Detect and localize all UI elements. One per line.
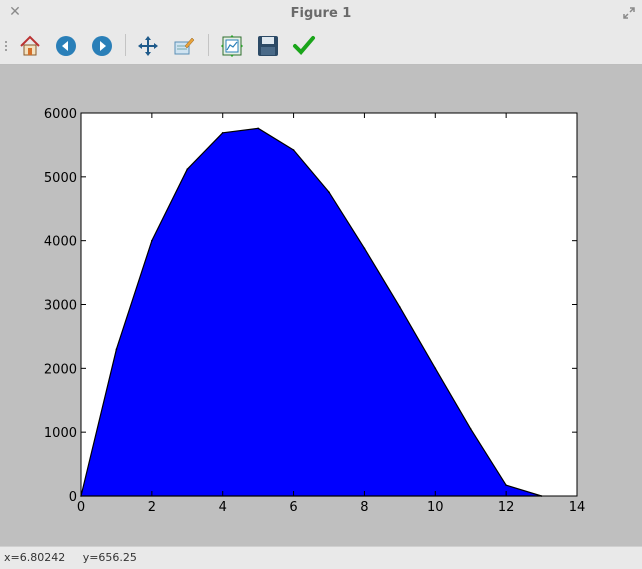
x-tick-label: 4	[219, 500, 227, 515]
area-point	[292, 149, 295, 151]
area-point	[221, 131, 224, 134]
configure-subplots-icon	[221, 35, 243, 57]
toolbar-grip-icon[interactable]	[4, 39, 8, 53]
save-icon	[258, 36, 278, 56]
save-button[interactable]	[254, 32, 282, 60]
area-chart[interactable]: 0 2 4 6 8 10 12 14 0 1000 2000 3000 4000 5000 6000	[0, 65, 642, 546]
y-tick-label: 5000	[44, 171, 77, 186]
back-button[interactable]	[52, 32, 80, 60]
area-point	[363, 247, 366, 250]
checkmark-icon	[293, 36, 315, 55]
figure-canvas[interactable]: 0 2 4 6 8 10 12 14 0 1000 2000 3000 4000 5000 6000	[0, 65, 642, 546]
y-tick-label: 1000	[44, 426, 77, 441]
zoom-icon	[174, 37, 195, 55]
zoom-button[interactable]	[170, 32, 198, 60]
maximize-icon[interactable]	[622, 5, 636, 19]
navigation-toolbar	[0, 28, 642, 65]
window-titlebar: ✕ Figure 1	[0, 0, 642, 29]
y-tick-label: 4000	[44, 235, 77, 250]
forward-arrow-icon	[92, 36, 112, 56]
status-bar: x=6.80242 y=656.25	[0, 546, 642, 569]
area-point	[399, 306, 401, 308]
x-tick-label: 14	[569, 500, 586, 515]
y-tick-label: 3000	[44, 299, 77, 314]
x-tick-label: 6	[289, 500, 297, 515]
close-icon[interactable]: ✕	[9, 4, 21, 20]
x-tick-label: 8	[360, 500, 368, 515]
y-tick-label: 0	[69, 490, 77, 505]
home-icon	[20, 35, 40, 56]
area-point	[257, 127, 259, 130]
pan-icon	[138, 36, 158, 56]
toolbar-separator	[125, 34, 126, 56]
area-point	[469, 428, 472, 430]
x-tick-label: 10	[427, 500, 444, 515]
forward-button[interactable]	[88, 32, 116, 60]
area-point	[505, 484, 507, 486]
back-arrow-icon	[56, 36, 76, 56]
area-point	[434, 367, 437, 370]
toolbar-separator	[208, 34, 209, 56]
y-tick-label: 6000	[44, 107, 77, 122]
area-point	[328, 191, 330, 193]
edit-axis-button[interactable]	[290, 32, 318, 60]
x-tick-label: 2	[148, 500, 156, 515]
cursor-coordinates: x=6.80242 y=656.25	[4, 551, 137, 564]
x-tick-label: 0	[77, 500, 85, 515]
area-point	[186, 168, 189, 170]
area-point	[151, 239, 153, 242]
subplots-button[interactable]	[218, 32, 246, 60]
pan-button[interactable]	[134, 32, 162, 60]
window-title: Figure 1	[290, 6, 352, 21]
x-tick-label: 12	[498, 500, 515, 515]
y-tick-label: 2000	[44, 362, 77, 377]
area-point	[115, 348, 118, 350]
home-button[interactable]	[16, 32, 44, 60]
